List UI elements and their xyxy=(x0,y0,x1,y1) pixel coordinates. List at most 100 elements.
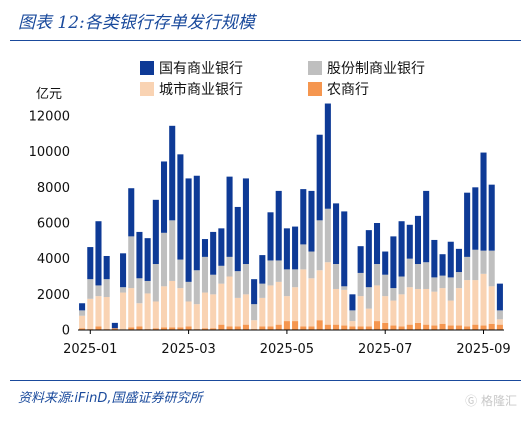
bar-segment-joint-stock xyxy=(283,269,290,297)
bar-segment-joint-stock xyxy=(226,256,233,277)
bar-segment-state xyxy=(128,188,135,237)
bar-segment-state xyxy=(414,215,422,265)
bar-segment-city xyxy=(300,269,307,327)
legend-swatch-joint-stock-banks xyxy=(308,61,322,75)
bar-segment-city xyxy=(488,286,495,324)
bar-segment-state xyxy=(316,134,323,221)
x-tick-label: 2025-07 xyxy=(358,342,412,357)
legend-label-joint-stock-banks: 股份制商业银行 xyxy=(327,61,425,77)
bar-segment-joint-stock xyxy=(341,286,348,290)
bar-segment-city xyxy=(226,276,233,327)
bar-segment-state xyxy=(300,189,307,245)
bar-segment-rural xyxy=(242,324,249,330)
bar-segment-rural xyxy=(464,326,471,330)
bar-segment-rural xyxy=(414,322,422,330)
bar-segment-state xyxy=(95,221,102,286)
bar-segment-joint-stock xyxy=(390,288,397,301)
bar-segment-joint-stock xyxy=(447,277,454,301)
bar-segment-joint-stock xyxy=(169,220,176,281)
bar-segment-state xyxy=(87,247,94,280)
bar-segment-city xyxy=(480,273,487,326)
bar-segment-city xyxy=(169,280,176,328)
legend-item-state-banks: 国有商业银行 xyxy=(140,58,243,78)
bar-segment-rural xyxy=(259,326,266,330)
bar-segment-rural xyxy=(283,321,290,330)
bar-segment-city xyxy=(308,278,315,327)
bar-segment-joint-stock xyxy=(144,280,151,294)
bar-segment-city xyxy=(423,288,430,325)
x-tick-label: 2025-01 xyxy=(63,342,117,357)
bar-segment-joint-stock xyxy=(300,244,307,270)
bar-segment-joint-stock xyxy=(316,220,323,271)
bar-segment-joint-stock xyxy=(472,249,479,281)
bar-segment-joint-stock xyxy=(210,274,217,295)
bar-segment-state xyxy=(292,226,299,270)
bar-segment-joint-stock xyxy=(398,276,405,295)
bar-segment-city xyxy=(193,304,200,330)
bar-segment-joint-stock xyxy=(79,310,86,316)
bar-segment-city xyxy=(87,298,94,330)
bar-segment-rural xyxy=(152,328,159,330)
y-tick-label: 0 xyxy=(62,324,70,339)
bar-segment-joint-stock xyxy=(324,208,331,263)
bar-segment-city xyxy=(431,291,438,326)
y-tick-label: 12000 xyxy=(29,110,70,125)
bar-segment-city xyxy=(120,292,127,330)
bar-segment-rural xyxy=(365,326,372,330)
bar-segment-state xyxy=(488,184,495,251)
legend-item-joint-stock-banks: 股份制商业银行 xyxy=(308,58,425,78)
bar-segment-joint-stock xyxy=(251,304,258,321)
bar-segment-rural xyxy=(79,328,86,330)
legend-swatch-state-banks xyxy=(140,61,154,75)
bar-segment-state xyxy=(390,236,397,289)
bar-segment-rural xyxy=(349,326,356,330)
bar-segment-joint-stock xyxy=(160,232,168,287)
bar-segment-joint-stock xyxy=(152,264,159,302)
bar-segment-rural xyxy=(341,325,348,330)
bar-segment-state xyxy=(136,231,143,279)
bar-segment-state xyxy=(193,175,200,271)
bar-segment-joint-stock xyxy=(242,264,249,295)
bar-segment-state xyxy=(152,199,159,265)
legend-swatch-rural-banks xyxy=(308,82,322,96)
bar-segment-rural xyxy=(382,322,389,330)
bar-segment-rural xyxy=(267,326,274,330)
bar-segment-state xyxy=(218,228,225,266)
bar-segment-city xyxy=(79,315,86,329)
legend-label-city-banks: 城市商业银行 xyxy=(159,82,243,98)
bar-segment-rural xyxy=(431,325,438,330)
bar-segment-city xyxy=(439,288,446,324)
bar-segment-state xyxy=(234,206,241,272)
bar-segment-joint-stock xyxy=(349,310,356,322)
bar-segment-joint-stock xyxy=(406,258,413,288)
bar-segment-rural xyxy=(472,324,479,330)
bar-segment-state xyxy=(210,231,217,275)
bar-segment-joint-stock xyxy=(259,283,266,298)
bar-segment-city xyxy=(251,320,258,330)
bar-segment-state xyxy=(160,161,168,233)
bar-segment-state xyxy=(406,224,413,259)
y-tick-label: 4000 xyxy=(37,252,70,267)
bar-segment-rural xyxy=(111,328,118,330)
bar-segment-city xyxy=(136,303,143,327)
bar-segment-city xyxy=(447,300,454,326)
bar-segment-state xyxy=(464,192,471,257)
bar-segment-joint-stock xyxy=(439,275,446,289)
bar-segment-rural xyxy=(447,325,454,330)
bar-segment-state xyxy=(177,154,184,260)
bar-segment-city xyxy=(177,288,184,328)
bar-segment-state xyxy=(455,248,462,273)
bar-segment-city xyxy=(496,319,503,325)
bar-segment-joint-stock xyxy=(292,269,299,288)
bar-segment-city xyxy=(365,308,372,327)
bar-segment-joint-stock xyxy=(120,287,127,293)
bar-segment-state xyxy=(185,178,192,282)
bar-segment-rural xyxy=(275,324,282,330)
bar-segment-rural xyxy=(390,325,397,330)
bar-segment-joint-stock xyxy=(218,265,225,284)
bar-segment-state xyxy=(251,279,258,305)
bar-segment-state xyxy=(349,294,356,311)
bar-segment-city xyxy=(283,296,290,322)
bar-segment-city xyxy=(349,321,356,327)
bar-segment-rural xyxy=(234,326,241,330)
